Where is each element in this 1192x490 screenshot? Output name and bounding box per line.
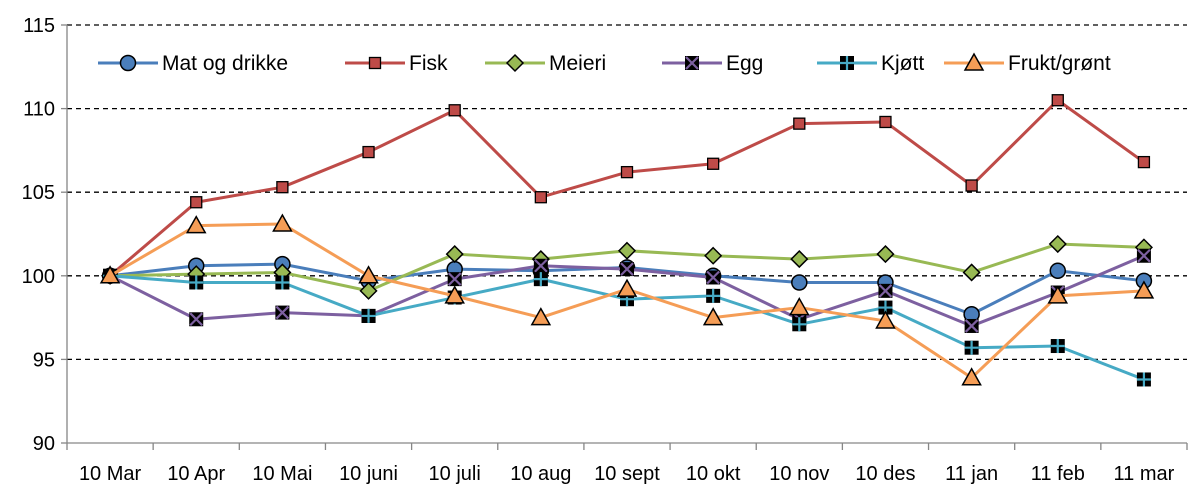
data-point [190, 196, 203, 209]
data-point [793, 117, 806, 130]
legend: Mat og drikke Fisk Meieri Egg Kjøtt Frukt/grø… [98, 52, 1111, 75]
legend-label: Mat og drikke [162, 52, 288, 75]
axis-layer: 90 95 100 105 110 115 10 Mar 10 Apr 10 Mai 10 jun… [22, 15, 1188, 485]
data-point [620, 165, 634, 179]
data-point [789, 297, 810, 316]
data-point [1133, 280, 1155, 299]
data-point [530, 307, 552, 326]
data-point [359, 281, 378, 300]
data-point [189, 312, 204, 327]
data-point [879, 115, 892, 129]
data-point [272, 213, 293, 232]
x-tick-label: 10 juli [429, 463, 481, 485]
y-tick-label: 105 [22, 182, 55, 204]
data-point [791, 274, 808, 291]
legend-label: Kjøtt [881, 52, 924, 75]
data-point [1051, 94, 1064, 107]
data-point [358, 265, 379, 284]
series-layer [99, 94, 1155, 387]
legend-label: Egg [726, 52, 763, 75]
data-point [1136, 372, 1151, 387]
data-point [706, 270, 721, 285]
y-tick-label: 110 [23, 99, 55, 121]
data-point [704, 246, 723, 265]
x-tick-label: 10 sept [594, 463, 660, 485]
x-tick-label: 11 mar [1114, 463, 1175, 485]
x-tick-label: 10 Mar [79, 463, 142, 485]
data-point [533, 258, 548, 273]
data-point [276, 181, 289, 194]
legend-swatch-marker [840, 56, 854, 70]
x-tick-label: 10 aug [510, 463, 571, 485]
data-point [1047, 285, 1069, 304]
data-point [706, 288, 721, 303]
data-point [448, 104, 461, 117]
y-tick-label: 95 [33, 349, 55, 371]
grid-layer [67, 24, 1187, 361]
data-point [1137, 155, 1151, 169]
legend-swatch-marker [963, 52, 985, 71]
data-point [965, 179, 978, 192]
x-tick-label: 11 feb [1031, 463, 1085, 485]
data-point [275, 275, 290, 290]
legend-label: Fisk [409, 52, 448, 75]
data-point [964, 340, 979, 355]
x-tick-label: 10 nov [769, 463, 829, 485]
data-point [1136, 248, 1151, 263]
y-tick-label: 100 [22, 266, 55, 288]
x-tick-label: 10 juni [339, 463, 398, 485]
data-point [702, 307, 724, 326]
x-tick-label: 10 okt [686, 463, 741, 485]
legend-label: Frukt/grønt [1008, 52, 1111, 75]
data-point [185, 215, 207, 234]
data-point [447, 272, 462, 287]
data-point [707, 157, 720, 170]
y-tick-label: 90 [33, 433, 55, 455]
data-point [533, 272, 548, 287]
data-point [875, 310, 896, 329]
data-point [445, 245, 464, 264]
data-point [99, 265, 121, 284]
legend-label: Meieri [549, 52, 606, 75]
x-tick-label: 10 Apr [167, 463, 225, 485]
data-point [790, 250, 809, 269]
data-point [878, 283, 893, 298]
legend-item-1: Fisk [345, 52, 448, 75]
data-point [617, 241, 637, 260]
data-point [275, 305, 290, 320]
data-point [534, 191, 547, 204]
data-point [616, 278, 638, 297]
series-5 [99, 213, 1155, 386]
data-point [362, 145, 375, 159]
x-tick-label: 10 des [855, 463, 915, 485]
legend-swatch-marker [368, 56, 382, 70]
data-point [962, 263, 981, 282]
x-tick-label: 10 Mai [252, 463, 312, 485]
data-point [189, 275, 204, 290]
data-point [1049, 262, 1067, 280]
data-point [620, 262, 634, 277]
legend-item-3: Egg [662, 52, 763, 75]
legend-swatch-marker [119, 54, 137, 72]
data-point [964, 318, 979, 333]
legend-item-5: Frukt/grønt [944, 52, 1111, 75]
legend-swatch-marker [505, 53, 525, 73]
data-point [361, 308, 376, 323]
data-point [876, 245, 895, 264]
legend-item-4: Kjøtt [817, 52, 924, 75]
data-point [444, 285, 465, 304]
y-tick-label: 115 [23, 15, 55, 37]
data-point [792, 317, 807, 332]
x-tick-label: 11 jan [945, 463, 998, 485]
legend-swatch-marker [685, 56, 699, 70]
legend-item-0: Mat og drikke [98, 52, 288, 75]
data-point [1048, 234, 1067, 254]
legend-item-2: Meieri [485, 52, 606, 75]
data-point [1050, 339, 1065, 354]
data-point [961, 367, 982, 386]
